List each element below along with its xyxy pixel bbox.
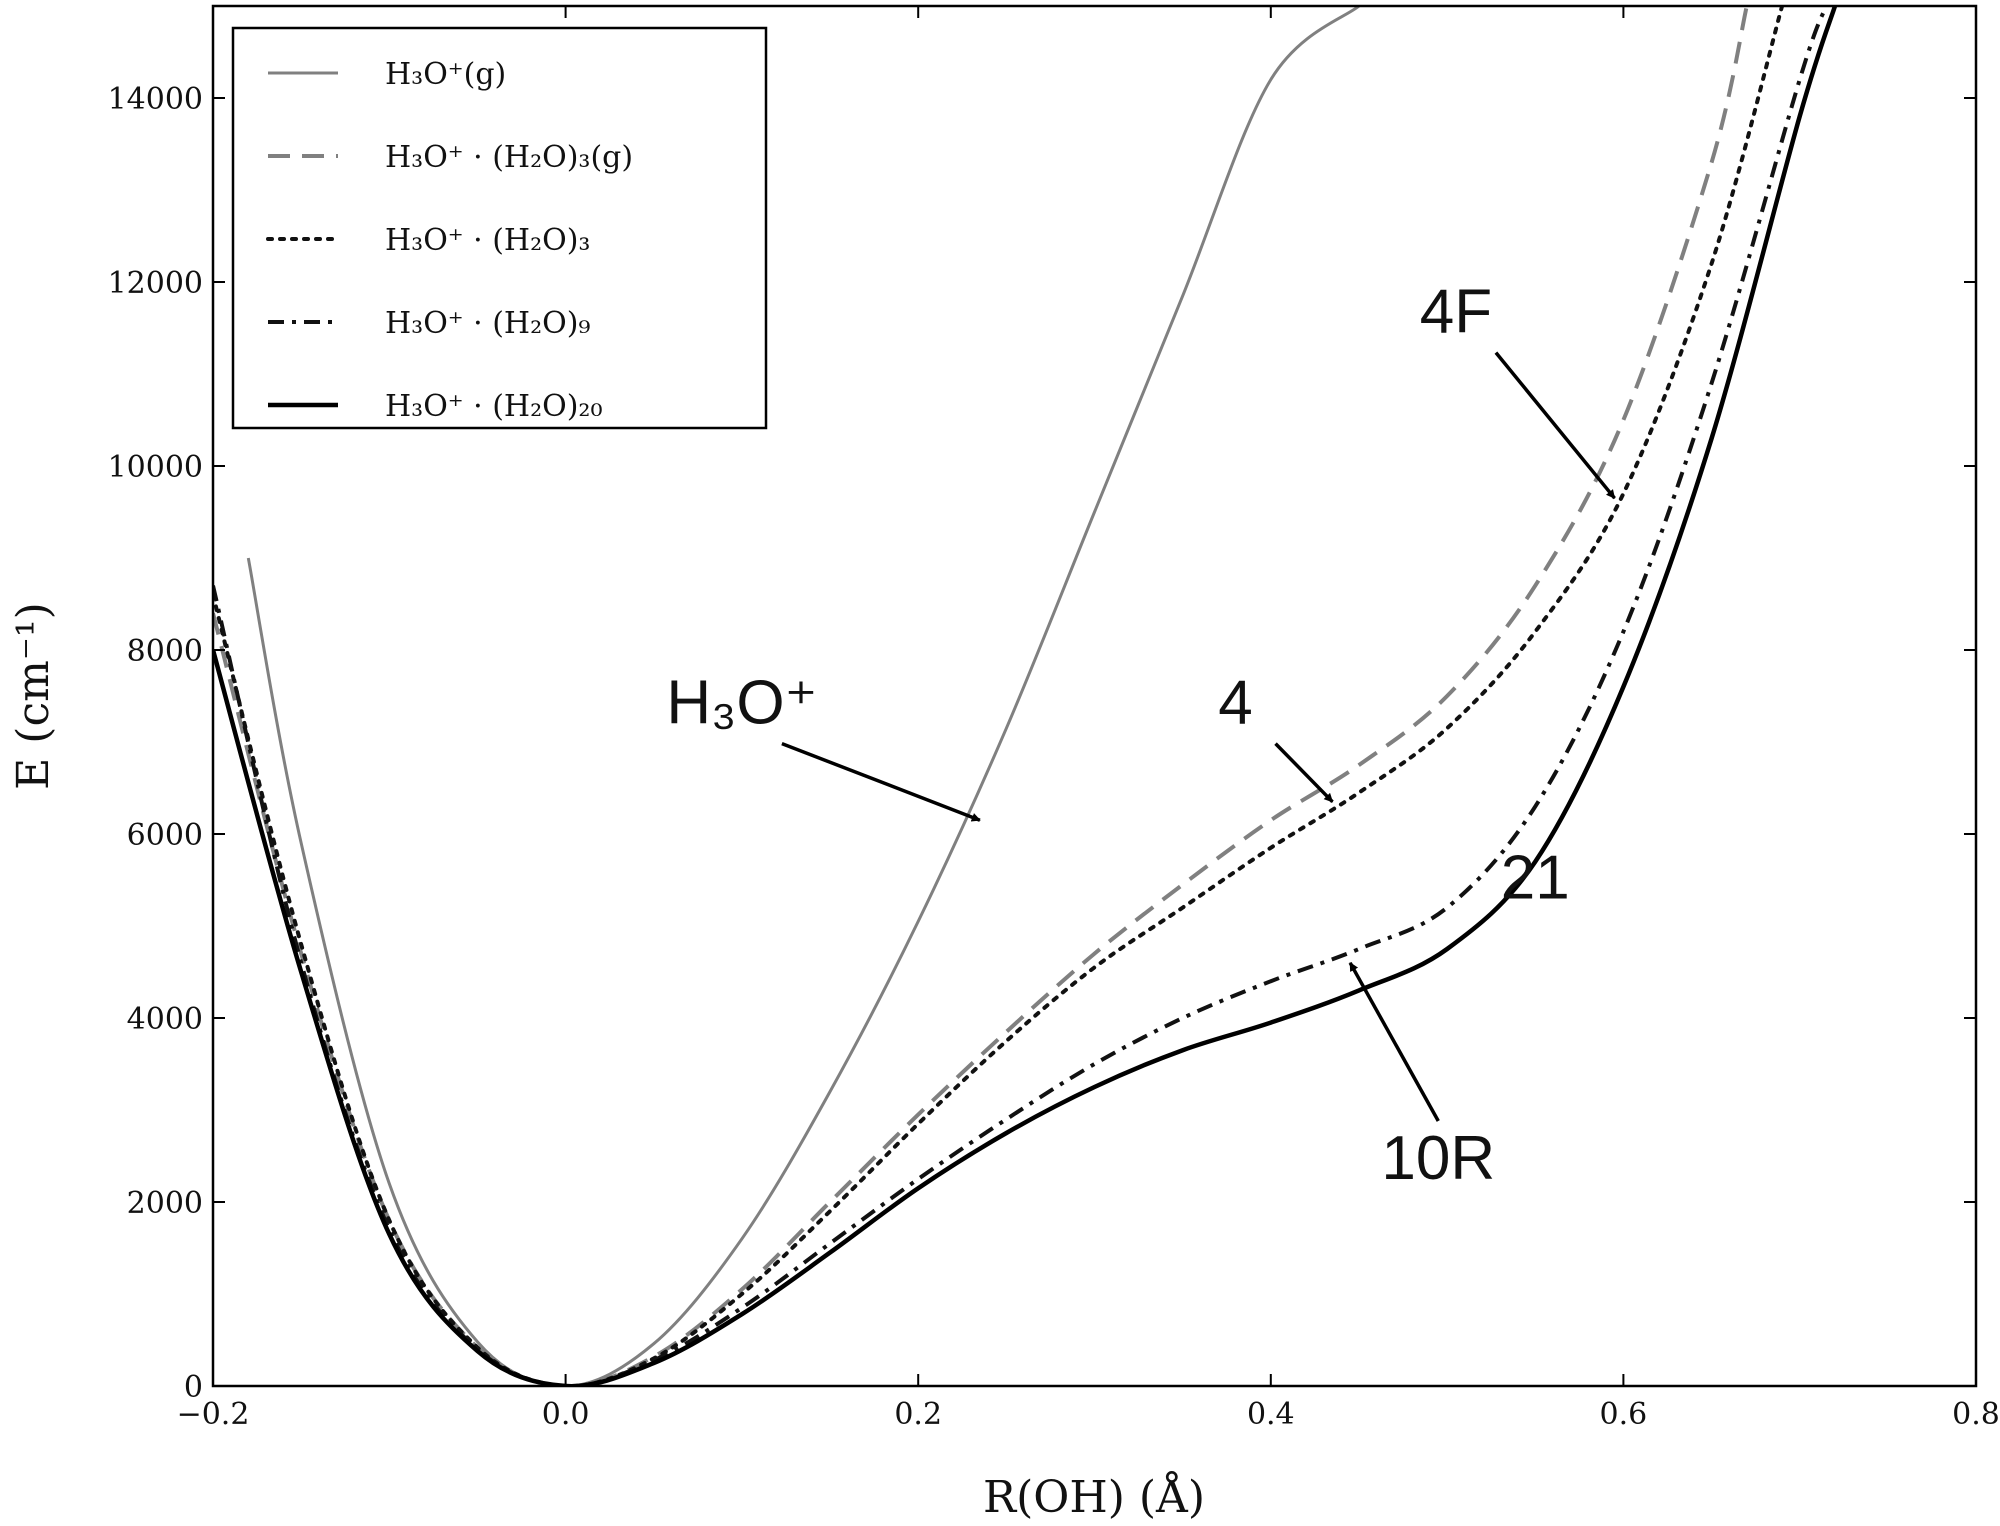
tick-layer: −0.2 0.0 0.2 0.4 0.6 0.8 0 2000 4000 6000 8000 1000… bbox=[108, 6, 2000, 1432]
annotation-arrow bbox=[1348, 961, 1440, 1122]
y-tick-label: 0 bbox=[184, 1370, 203, 1405]
legend-label: H₃O⁺ · (H₂O)₉ bbox=[385, 306, 590, 341]
y-tick-label: 2000 bbox=[127, 1186, 203, 1221]
annotation-layer: H₃O⁺ 4 4F 21 10R bbox=[666, 278, 1616, 1193]
annotation-arrow bbox=[1494, 351, 1616, 500]
legend-label: H₃O⁺ · (H₂O)₃(g) bbox=[385, 140, 633, 175]
x-tick-label: 0.2 bbox=[894, 1397, 942, 1432]
annotation-label: 4F bbox=[1420, 278, 1492, 347]
annotation-label: H₃O⁺ bbox=[666, 669, 817, 738]
legend-box bbox=[231, 26, 768, 430]
y-tick-label: 6000 bbox=[127, 818, 203, 853]
annotation-label: 10R bbox=[1381, 1124, 1495, 1193]
y-tick-label: 10000 bbox=[108, 450, 203, 485]
x-tick-label: 0.0 bbox=[542, 1397, 590, 1432]
x-tick-label: 0.6 bbox=[1600, 1397, 1648, 1432]
annotation-arrow bbox=[781, 741, 981, 822]
series-line-2 bbox=[213, 6, 1749, 1386]
annotation-label: 21 bbox=[1501, 843, 1570, 912]
x-axis-title: R(OH) (Å) bbox=[983, 1470, 1205, 1523]
series-line-5 bbox=[213, 6, 1838, 1386]
y-tick-label: 12000 bbox=[108, 266, 203, 301]
x-tick-label: 0.8 bbox=[1952, 1397, 2000, 1432]
legend-label: H₃O⁺(g) bbox=[385, 57, 506, 92]
x-tick-label: −0.2 bbox=[177, 1397, 250, 1432]
y-axis-title: E (cm⁻¹) bbox=[8, 602, 59, 790]
series-layer bbox=[213, 6, 1838, 1386]
y-tick-label: 8000 bbox=[127, 634, 203, 669]
annotation-arrow bbox=[1274, 742, 1334, 804]
legend-label: H₃O⁺ · (H₂O)₃ bbox=[385, 223, 590, 258]
x-tick-label: 0.4 bbox=[1247, 1397, 1295, 1432]
legend-label: H₃O⁺ · (H₂O)₂₀ bbox=[385, 389, 602, 424]
legend: H₃O⁺(g) H₃O⁺ · (H₂O)₃(g) H₃O⁺ · (H₂O)₃ H₃O⁺… bbox=[231, 26, 768, 430]
series-line-1 bbox=[246, 6, 1360, 1386]
annotation-label: 4 bbox=[1218, 669, 1252, 738]
plot-frame bbox=[211, 4, 1978, 1388]
y-tick-label: 14000 bbox=[108, 82, 203, 117]
y-tick-label: 4000 bbox=[127, 1002, 203, 1037]
series-line-3 bbox=[213, 6, 1785, 1386]
